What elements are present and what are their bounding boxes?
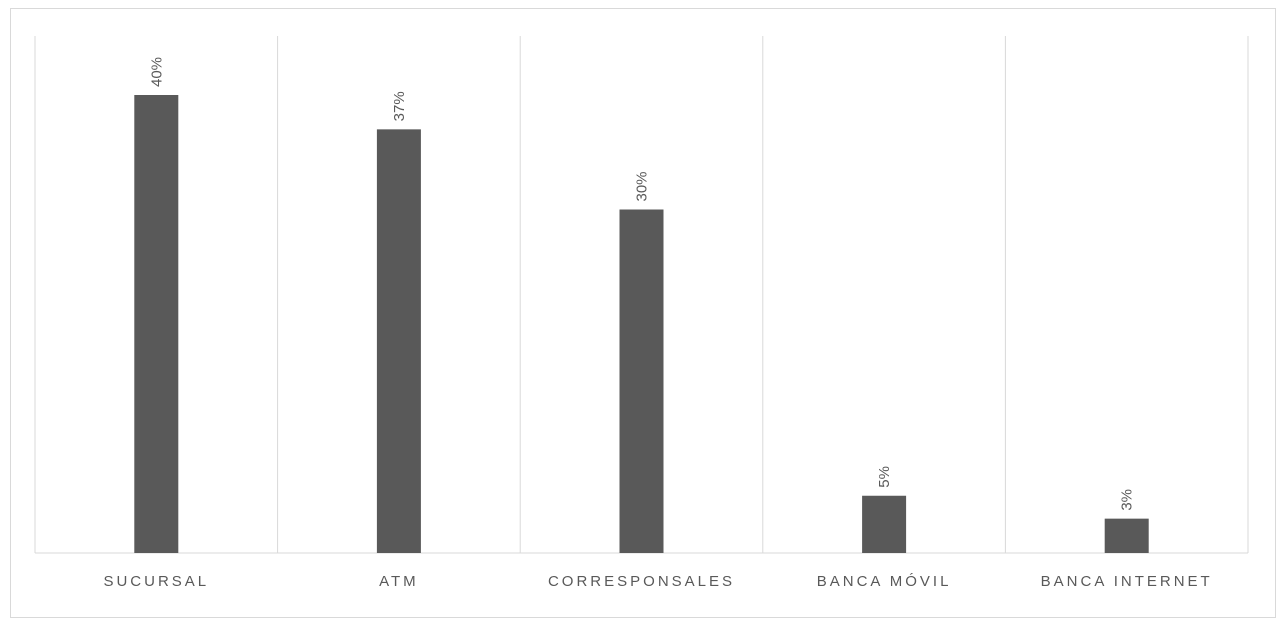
- bar-3: [862, 495, 907, 553]
- bar-0: [134, 95, 179, 553]
- bar-4: [1104, 518, 1149, 553]
- value-label-4: 3%: [1119, 489, 1136, 511]
- category-label-3: BANCA MÓVIL: [817, 573, 952, 590]
- bar-2: [619, 209, 664, 553]
- category-label-1: ATM: [379, 573, 419, 590]
- category-label-0: SUCURSAL: [103, 573, 209, 590]
- value-label-3: 5%: [876, 466, 893, 488]
- chart-category-labels: SUCURSAL ATM CORRESPONSALES BANCA MÓVIL BANC…: [103, 573, 1213, 590]
- category-label-2: CORRESPONSALES: [548, 573, 735, 590]
- value-label-2: 30%: [634, 171, 651, 201]
- chart-value-labels: 40% 37% 30% 5% 3%: [148, 57, 1135, 511]
- category-label-4: BANCA INTERNET: [1041, 573, 1213, 590]
- value-label-1: 37%: [391, 91, 408, 121]
- value-label-0: 40%: [148, 57, 165, 87]
- chart-bars: [134, 95, 1149, 553]
- bar-1: [376, 129, 421, 553]
